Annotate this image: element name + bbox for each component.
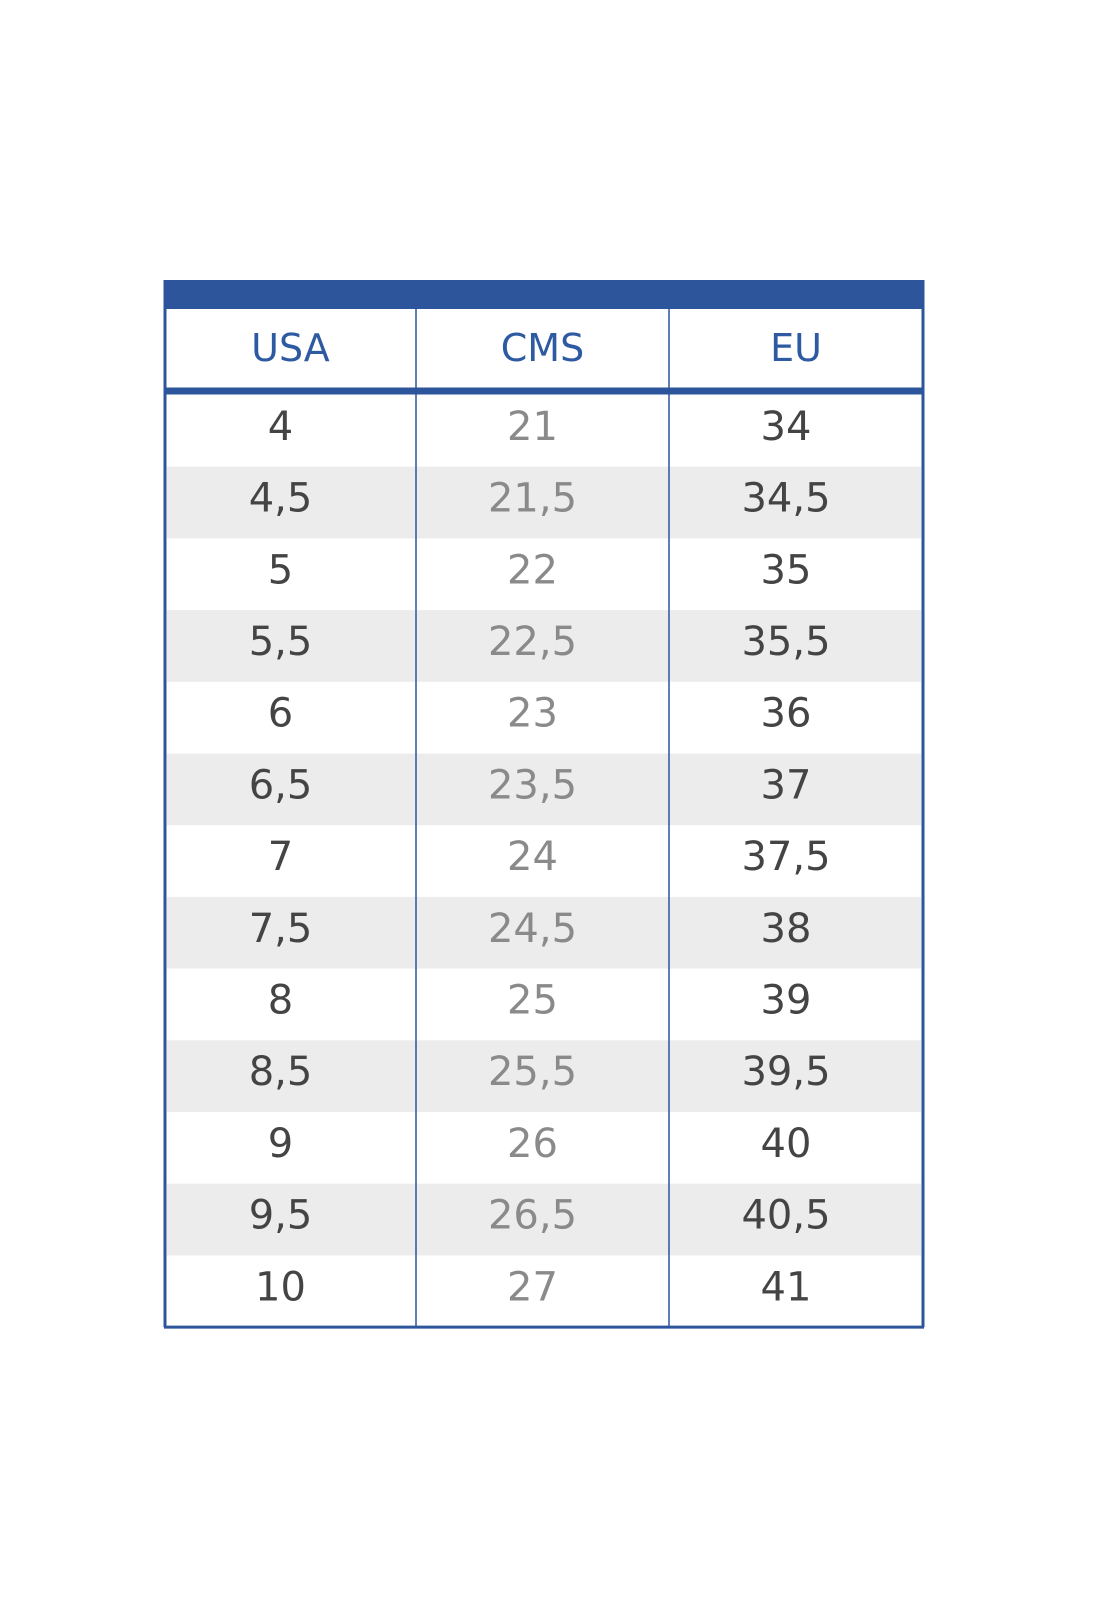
table-cell: 37,5 bbox=[741, 834, 830, 880]
table-cell: 21,5 bbox=[488, 476, 577, 522]
table-cell: 23 bbox=[507, 691, 558, 737]
table-cell: 7,5 bbox=[249, 906, 313, 952]
row-stripe bbox=[167, 610, 921, 682]
column-header: CMS bbox=[501, 326, 584, 370]
top-bar bbox=[165, 280, 923, 309]
table-cell: 37 bbox=[761, 762, 812, 808]
table-cell: 21 bbox=[507, 404, 558, 450]
row-stripe bbox=[167, 896, 921, 969]
table-cell: 22 bbox=[507, 547, 558, 593]
row-stripe bbox=[167, 1183, 921, 1256]
table-cell: 34,5 bbox=[741, 476, 830, 522]
table-cell: 7 bbox=[268, 834, 293, 880]
table-cell: 27 bbox=[507, 1264, 558, 1310]
table-cell: 26,5 bbox=[488, 1193, 577, 1239]
table-cell: 9,5 bbox=[249, 1193, 313, 1239]
column-header: EU bbox=[770, 326, 822, 370]
table-cell: 6,5 bbox=[249, 762, 313, 808]
row-stripe bbox=[167, 753, 921, 826]
table-cell: 6 bbox=[268, 691, 293, 737]
table-cell: 35,5 bbox=[741, 619, 830, 665]
table-cell: 26 bbox=[507, 1121, 558, 1167]
table-cell: 24,5 bbox=[488, 906, 577, 952]
table-cell: 22,5 bbox=[488, 619, 577, 665]
table-cell: 39,5 bbox=[741, 1049, 830, 1095]
table-cell: 4,5 bbox=[249, 476, 313, 522]
table-cell: 5,5 bbox=[249, 619, 313, 665]
table-cell: 25,5 bbox=[488, 1049, 577, 1095]
table-cell: 23,5 bbox=[488, 762, 577, 808]
table-cell: 8,5 bbox=[249, 1049, 313, 1095]
table-cell: 40 bbox=[761, 1121, 812, 1167]
table-cell: 8 bbox=[268, 977, 293, 1023]
column-header: USA bbox=[251, 326, 330, 370]
table-cell: 41 bbox=[761, 1264, 812, 1310]
table-cell: 38 bbox=[761, 906, 812, 952]
row-stripe bbox=[167, 1040, 921, 1112]
table-cell: 36 bbox=[761, 691, 812, 737]
table-cell: 39 bbox=[761, 977, 812, 1023]
table-cell: 40,5 bbox=[741, 1193, 830, 1239]
table-cell: 24 bbox=[507, 834, 558, 880]
table-cell: 9 bbox=[268, 1121, 293, 1167]
table-cell: 34 bbox=[761, 404, 812, 450]
table-cell: 10 bbox=[255, 1264, 306, 1310]
table-cell: 4 bbox=[268, 404, 293, 450]
table-cell: 5 bbox=[268, 547, 293, 593]
table-cell: 25 bbox=[507, 977, 558, 1023]
table-cell: 35 bbox=[761, 547, 812, 593]
row-stripe bbox=[167, 466, 921, 539]
